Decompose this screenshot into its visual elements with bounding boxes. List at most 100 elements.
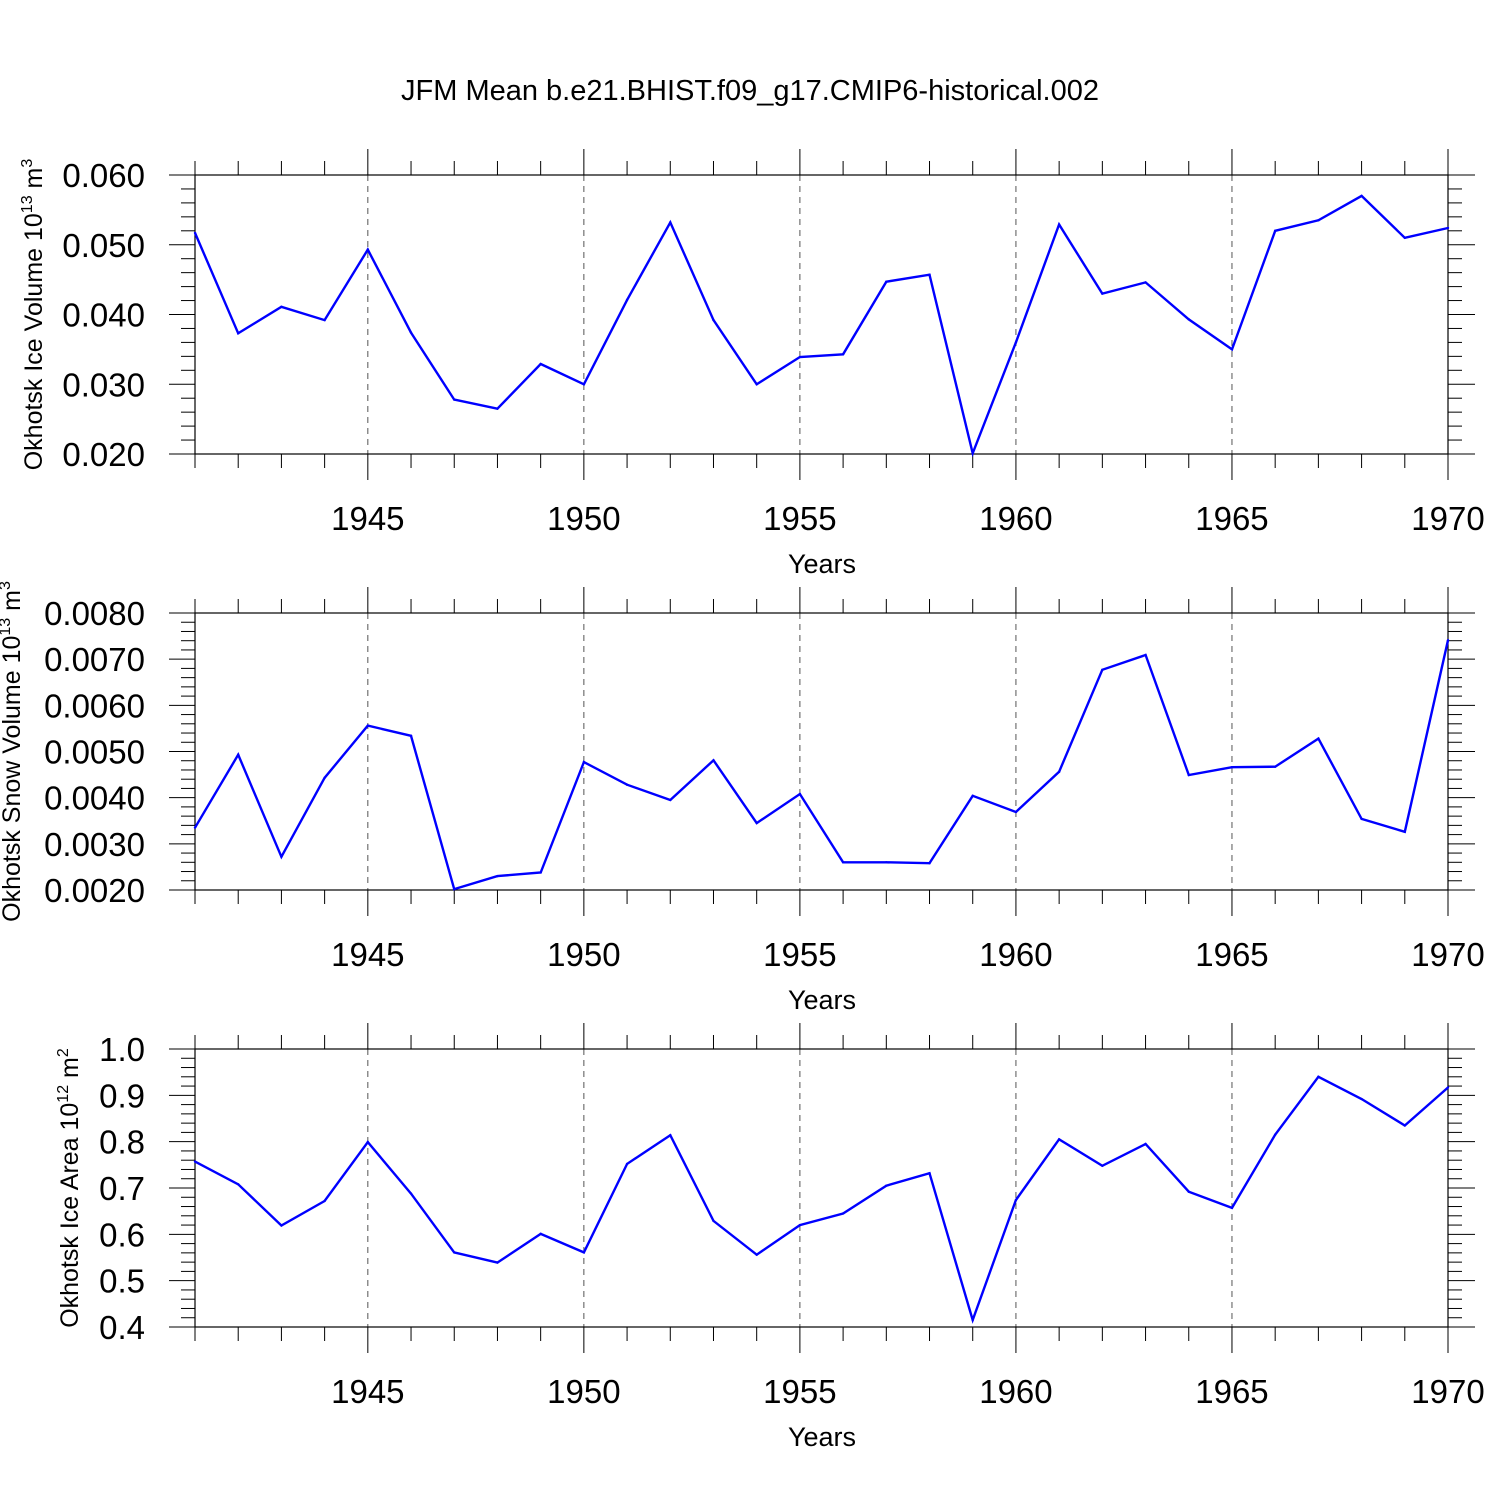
y-tick-label: 1.0	[99, 1031, 145, 1068]
data-point	[366, 1140, 370, 1144]
data-point	[1446, 226, 1450, 230]
x-tick-label: 1945	[331, 1373, 404, 1410]
x-tick-label: 1960	[979, 500, 1052, 537]
x-tick-label: 1945	[331, 936, 404, 973]
data-point	[1230, 765, 1234, 769]
y-axis-label-text: Okhotsk Ice Volume 10	[20, 213, 48, 470]
data-point	[1187, 318, 1190, 321]
data-point	[841, 1212, 845, 1215]
data-point	[1317, 737, 1320, 740]
data-point	[193, 231, 197, 235]
data-point	[1057, 223, 1061, 226]
panel-ice-area: 0.4 0.5 0.6 0.7 0.8 0.9 1.0 1945 1950 1955 1960 196…	[55, 1023, 1485, 1452]
data-point	[971, 452, 974, 455]
x-axis-label: Years	[788, 549, 856, 579]
y-axis-label-text: m	[20, 168, 48, 196]
x-tick-label: 1965	[1195, 936, 1268, 973]
plot-frame	[194, 1048, 1449, 1328]
data-point	[539, 362, 542, 366]
y-axis-label: Okhotsk Snow Volume 1013 m3	[0, 581, 26, 922]
x-tick-label: 1970	[1411, 936, 1484, 973]
data-point	[366, 248, 370, 251]
x-tick-label: 1950	[547, 500, 620, 537]
data-point	[582, 1251, 586, 1254]
data-point	[323, 776, 326, 780]
data-point	[1446, 639, 1450, 642]
data-point	[496, 874, 499, 878]
x-tick-label: 1965	[1195, 500, 1268, 537]
data-point	[1273, 229, 1277, 232]
x-tick-label: 1955	[763, 936, 836, 973]
y-tick-label: 0.6	[99, 1216, 145, 1253]
data-point	[885, 861, 888, 864]
data-point	[1230, 1206, 1234, 1210]
data-point	[323, 318, 326, 322]
data-point	[280, 305, 283, 309]
series-line	[193, 639, 1450, 891]
y-tick-label: 0.9	[99, 1077, 145, 1114]
data-point	[1187, 1190, 1190, 1193]
x-tick-label: 1965	[1195, 1373, 1268, 1410]
data-point	[1144, 653, 1147, 657]
data-point	[669, 1133, 672, 1137]
data-point	[1057, 770, 1061, 774]
data-point	[193, 1160, 197, 1163]
y-axis-label-text: Okhotsk Snow Volume 10	[0, 636, 26, 922]
y-tick-label: 0.040	[62, 297, 145, 334]
data-point	[453, 1251, 456, 1254]
data-point	[1317, 1075, 1320, 1079]
data-point	[971, 1318, 974, 1322]
x-axis-label: Years	[788, 985, 856, 1015]
data-point	[453, 398, 456, 401]
x-tick-label: 1950	[547, 1373, 620, 1410]
data-point	[669, 798, 672, 802]
data-point	[1403, 236, 1406, 239]
y-tick-label: 0.030	[62, 366, 145, 403]
series-line	[193, 194, 1449, 458]
data-point	[582, 383, 586, 386]
y-tick-label: 0.0060	[44, 687, 145, 724]
x-tick-label: 1970	[1411, 1373, 1484, 1410]
y-tick-label: 0.0070	[44, 641, 145, 678]
panel-ice-volume: 0.020 0.030 0.040 0.050 0.060 1945 1950 1955 196…	[19, 149, 1485, 579]
y-tick-label: 0.7	[99, 1170, 145, 1207]
data-point	[625, 783, 629, 786]
data-point	[928, 862, 931, 865]
data-point	[928, 273, 931, 276]
y-axis-label-text: m	[0, 590, 26, 618]
y-tick-label: 0.5	[99, 1263, 145, 1300]
data-point	[323, 1199, 326, 1203]
x-tick-label: 1960	[979, 1373, 1052, 1410]
y-axis-label-text: m	[56, 1057, 84, 1085]
data-point	[1273, 765, 1277, 768]
x-tick-label: 1960	[979, 936, 1052, 973]
data-point	[1317, 219, 1320, 222]
data-point	[366, 724, 370, 727]
data-point	[1403, 1124, 1406, 1127]
data-point	[237, 753, 240, 756]
data-point	[712, 1219, 715, 1223]
data-point	[625, 298, 629, 302]
data-point	[1014, 810, 1018, 814]
x-tick-label: 1970	[1411, 500, 1484, 537]
y-tick-label: 0.060	[62, 157, 145, 194]
x-tick-label: 1945	[331, 500, 404, 537]
data-point	[755, 383, 758, 386]
data-point	[409, 734, 413, 738]
data-point	[1403, 830, 1406, 834]
data-point	[237, 1183, 240, 1186]
data-point	[1360, 1097, 1363, 1101]
y-axis-label-superscript: 3	[0, 581, 14, 590]
y-tick-label: 0.8	[99, 1124, 145, 1161]
y-tick-label: 0.0080	[44, 595, 145, 632]
data-point	[885, 280, 888, 283]
data-point	[841, 353, 845, 356]
y-axis-label: Okhotsk Ice Volume 1013 m3	[19, 159, 48, 471]
plot-frame	[194, 612, 1449, 891]
panels: 0.020 0.030 0.040 0.050 0.060 1945 1950 1955 196…	[0, 149, 1485, 1452]
data-point	[755, 1253, 758, 1256]
data-point	[1101, 292, 1104, 295]
data-point	[409, 331, 413, 334]
data-point	[237, 332, 240, 335]
